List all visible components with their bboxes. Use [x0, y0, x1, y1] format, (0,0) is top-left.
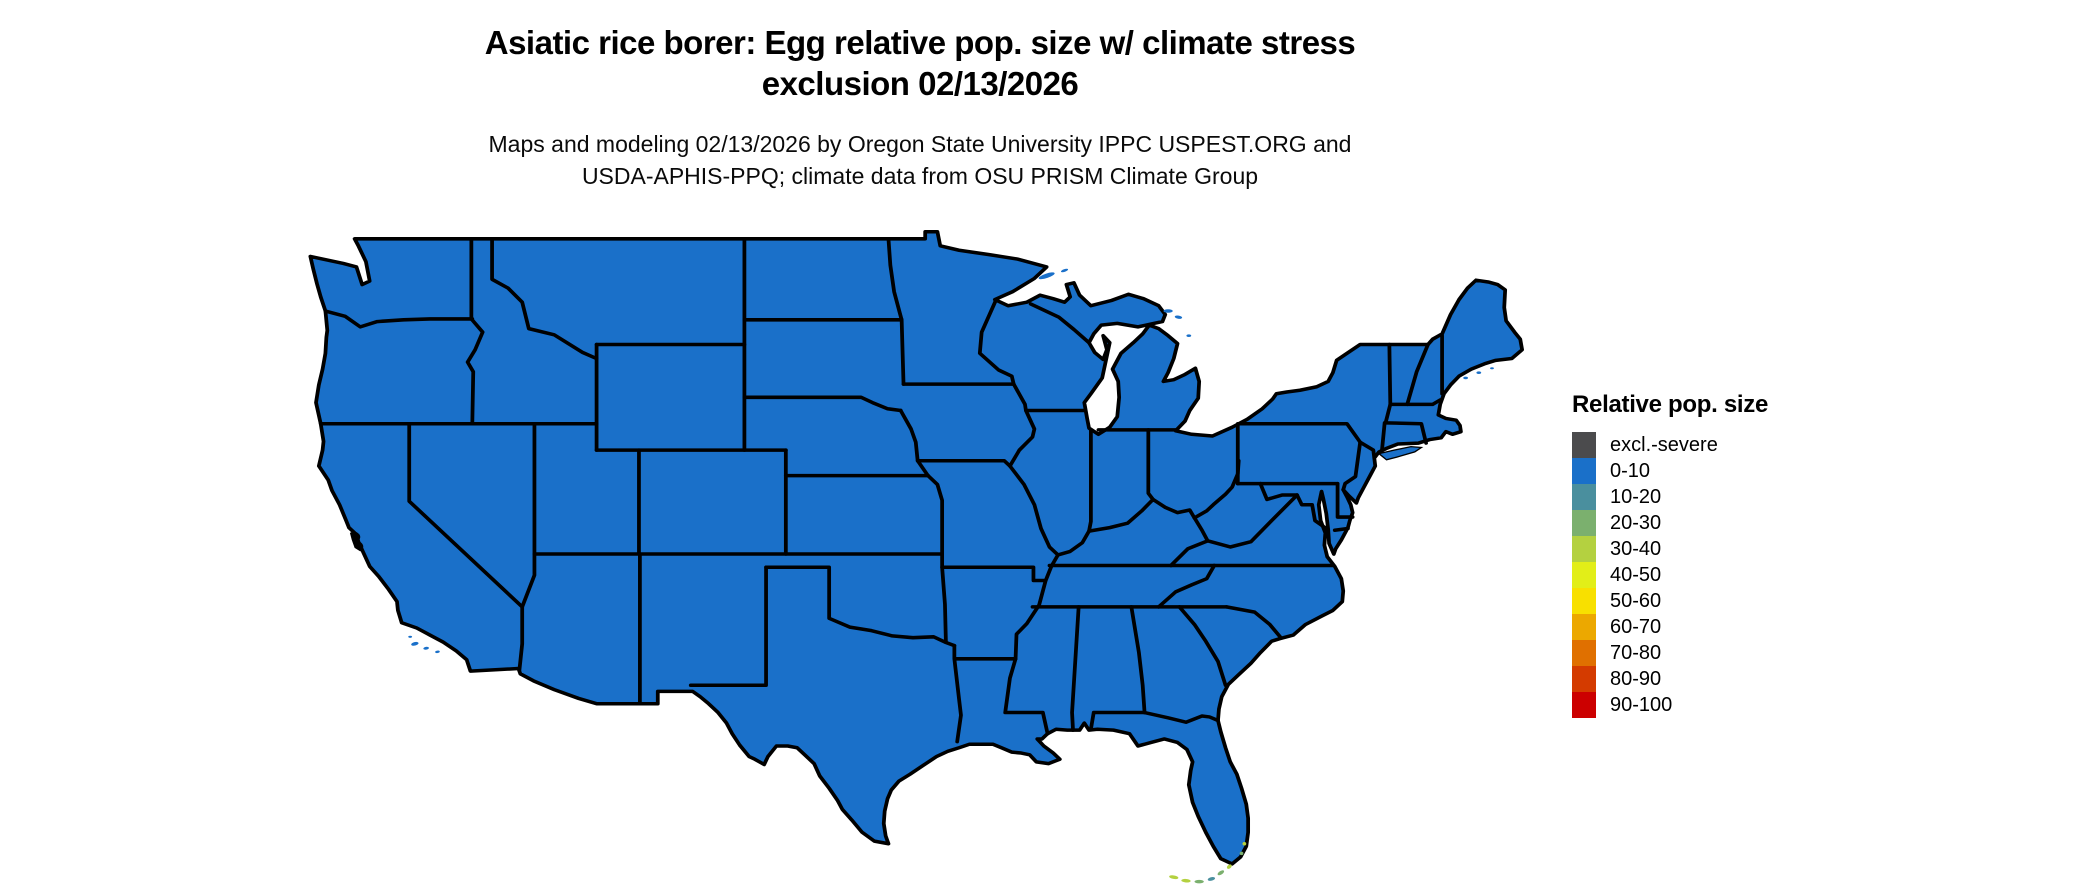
page-title: Asiatic rice borer: Egg relative pop. si…: [320, 22, 1520, 104]
channel-islands: [411, 641, 419, 646]
legend-swatch: [1572, 588, 1596, 614]
legend-label: 60-70: [1610, 616, 1662, 638]
legend-label: 70-80: [1610, 642, 1662, 664]
legend-label: 40-50: [1610, 564, 1662, 586]
page-subtitle: Maps and modeling 02/13/2026 by Oregon S…: [320, 128, 1520, 192]
legend-swatch: [1572, 484, 1596, 510]
legend-swatch: [1572, 614, 1596, 640]
channel-islands: [435, 650, 440, 654]
header: Asiatic rice borer: Egg relative pop. si…: [320, 22, 1520, 192]
legend-item: 60-70: [1572, 614, 1872, 640]
title-line-1: Asiatic rice borer: Egg relative pop. si…: [484, 24, 1356, 61]
us-map-svg: [308, 230, 1524, 884]
legend-label: 80-90: [1610, 668, 1662, 690]
legend-item: 90-100: [1572, 692, 1872, 718]
legend-list: excl.-severe 0-10 10-20 20-30 30-40 40-5…: [1572, 432, 1872, 718]
subtitle-line-2: USDA-APHIS-PPQ; climate data from OSU PR…: [581, 163, 1259, 189]
florida-keys: [1194, 879, 1204, 884]
legend-label: excl.-severe: [1610, 434, 1718, 456]
legend-item: 80-90: [1572, 666, 1872, 692]
legend-item: 0-10: [1572, 458, 1872, 484]
florida-keys: [1217, 870, 1225, 876]
legend-swatch: [1572, 562, 1596, 588]
legend: Relative pop. size excl.-severe 0-10 10-…: [1572, 391, 1872, 718]
legend-item: 50-60: [1572, 588, 1872, 614]
legend-swatch: [1572, 536, 1596, 562]
legend-label: 90-100: [1610, 694, 1673, 716]
subtitle-line-1: Maps and modeling 02/13/2026 by Oregon S…: [488, 131, 1352, 157]
legend-swatch: [1572, 640, 1596, 666]
isle-royale: [1060, 268, 1069, 273]
florida-keys: [1226, 864, 1232, 869]
sf-bay: [349, 531, 364, 552]
maine-coast-islands: [1463, 376, 1468, 380]
lake-huron-islands: [1174, 315, 1183, 319]
maine-coast-islands: [1476, 371, 1482, 374]
legend-swatch: [1572, 510, 1596, 536]
legend-item: 10-20: [1572, 484, 1872, 510]
channel-islands: [408, 635, 413, 638]
legend-label: 20-30: [1610, 512, 1662, 534]
map-accent-features: [408, 268, 1508, 884]
legend-label: 10-20: [1610, 486, 1662, 508]
legend-label: 30-40: [1610, 538, 1662, 560]
maine-coast-islands: [1503, 353, 1508, 357]
legend-item: 30-40: [1572, 536, 1872, 562]
florida-keys: [1207, 877, 1216, 881]
legend-swatch: [1572, 458, 1596, 484]
florida-keys: [1169, 875, 1179, 880]
florida-keys: [1242, 841, 1247, 846]
legend-swatch: [1572, 432, 1596, 458]
legend-item: 70-80: [1572, 640, 1872, 666]
legend-item: 40-50: [1572, 562, 1872, 588]
us-choropleth-map: [300, 230, 1524, 886]
lake-huron-islands: [1186, 334, 1192, 337]
legend-item: excl.-severe: [1572, 432, 1872, 458]
channel-islands: [423, 646, 429, 650]
florida-keys: [1239, 851, 1244, 856]
long-island: [1377, 445, 1424, 461]
us-outline: [308, 230, 1524, 866]
legend-swatch: [1572, 666, 1596, 692]
title-line-2: exclusion 02/13/2026: [761, 65, 1079, 102]
state-borders: [318, 237, 1444, 744]
lake-huron-islands: [1163, 309, 1173, 313]
isle-royale: [1038, 272, 1055, 280]
legend-label: 50-60: [1610, 590, 1662, 612]
florida-keys: [1181, 878, 1191, 883]
legend-title: Relative pop. size: [1572, 391, 1768, 418]
legend-item: 20-30: [1572, 510, 1872, 536]
legend-label: 0-10: [1610, 460, 1651, 482]
legend-swatch: [1572, 692, 1596, 718]
maine-coast-islands: [1490, 367, 1494, 370]
